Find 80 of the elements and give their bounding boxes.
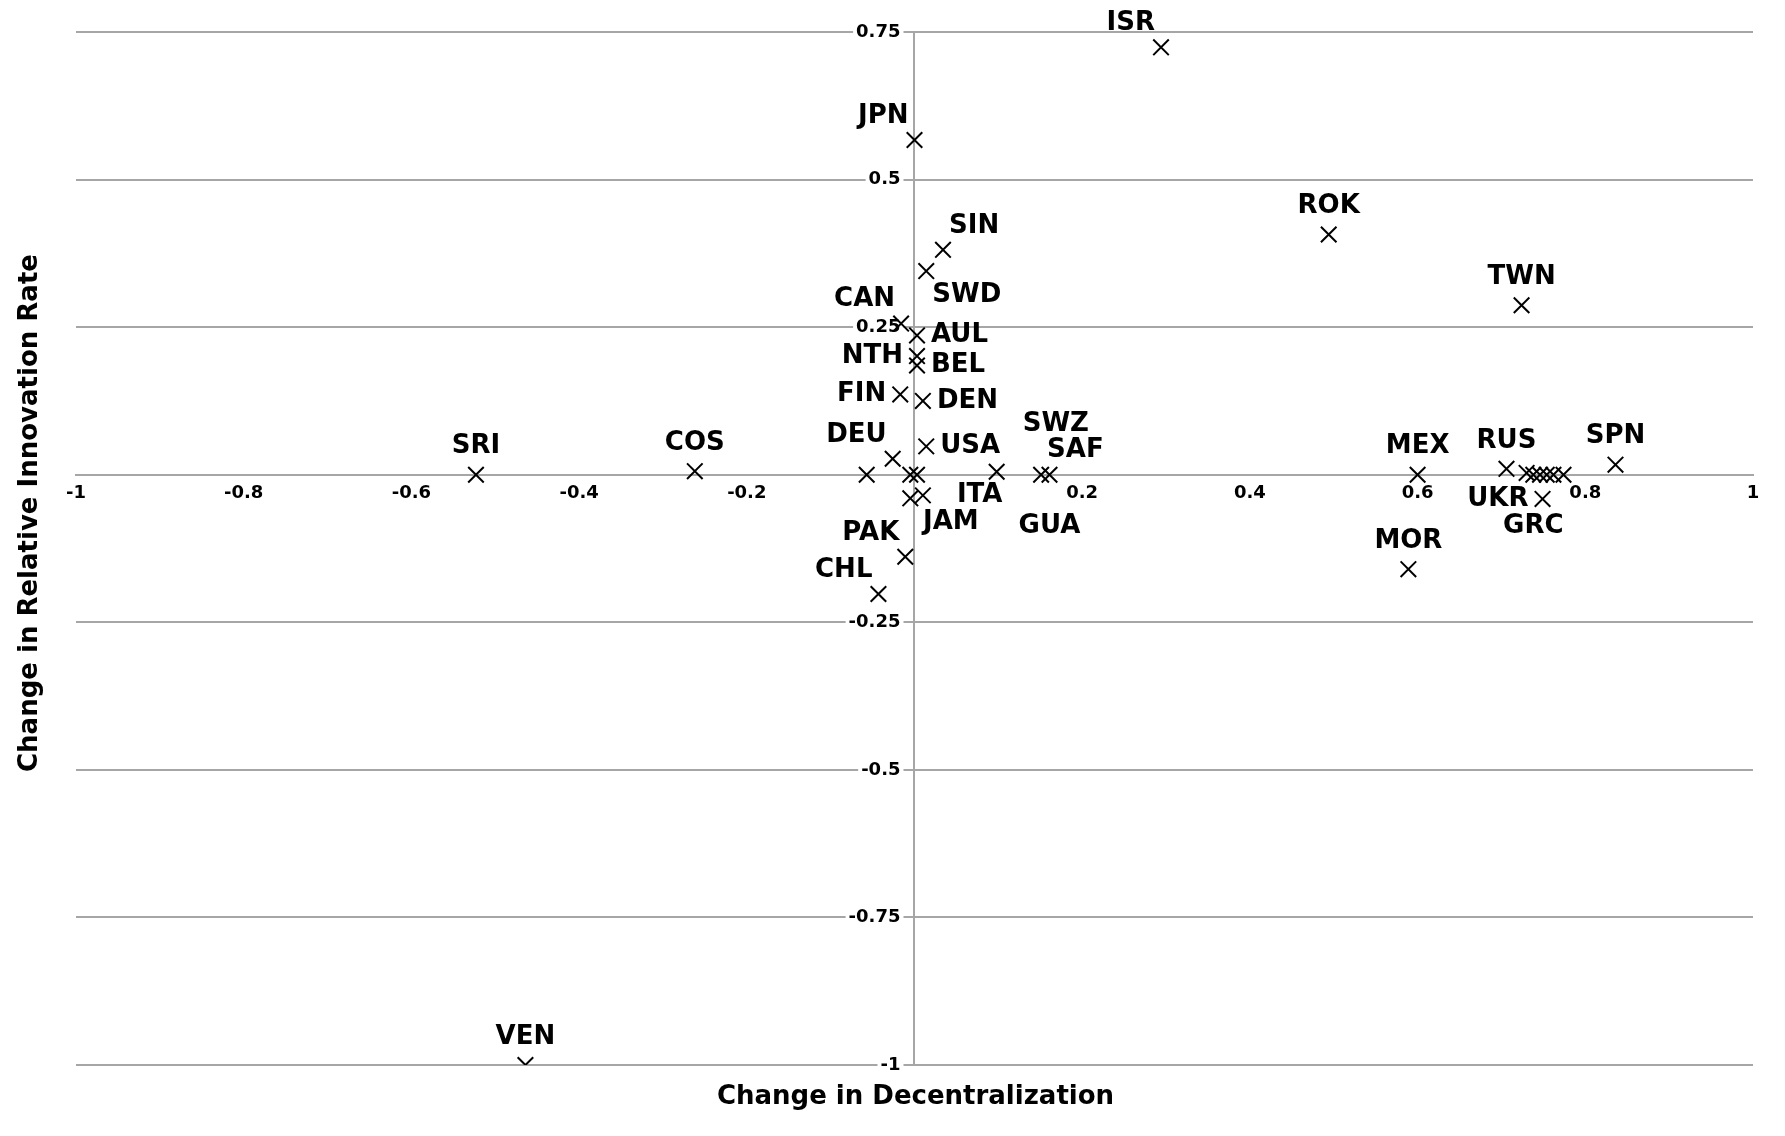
x-tick-label: 1 [1746, 481, 1760, 503]
point [1399, 560, 1418, 578]
y-axis-title: Change in Relative Innovation Rate [13, 254, 44, 772]
y-tick-label: 0.75 [856, 19, 901, 41]
point [908, 326, 926, 345]
point [1531, 465, 1549, 484]
point [905, 131, 924, 149]
point [467, 465, 485, 484]
annotation: ISR [1106, 6, 1156, 37]
point [987, 462, 1006, 481]
point [1032, 465, 1050, 484]
x-tick-label: -1 [66, 481, 86, 503]
point [1544, 465, 1563, 484]
point [686, 462, 704, 480]
annotation: CHL [815, 552, 873, 583]
annotation: TWN [1487, 260, 1556, 291]
point [1408, 465, 1427, 484]
x-axis-title: Change in Decentralization [715, 1080, 1116, 1110]
point [1606, 455, 1625, 474]
point [857, 465, 876, 484]
point [908, 347, 926, 365]
annotation: SRI [451, 429, 501, 460]
annotation: JPN [856, 98, 909, 129]
point [917, 437, 936, 456]
point [917, 262, 936, 280]
annotation: SWD [932, 277, 1002, 308]
annotation: BEL [931, 348, 986, 379]
point [1533, 490, 1552, 508]
point [901, 465, 920, 484]
y-tick-label: -0.5 [861, 757, 901, 779]
point [891, 385, 910, 404]
x-tick-label: -0.2 [727, 481, 767, 503]
x-tick-label: 0.4 [1233, 481, 1266, 503]
point [869, 585, 888, 603]
point [908, 356, 926, 375]
point [1517, 464, 1536, 482]
point [883, 450, 902, 468]
annotation: GRC [1503, 509, 1564, 540]
annotation: CAN [834, 282, 896, 313]
x-tick-label: 0.6 [1401, 481, 1434, 503]
point [901, 489, 920, 508]
x-tick-label: -0.8 [224, 481, 264, 503]
point [1319, 225, 1338, 244]
annotation: PAK [842, 515, 901, 546]
annotation: DEU [826, 417, 887, 448]
point [914, 486, 932, 505]
point [934, 241, 952, 259]
point [1524, 465, 1543, 484]
x-tick-label: 0.2 [1066, 481, 1099, 503]
y-tick-label: 0.5 [868, 167, 901, 189]
annotation: SPN [1585, 419, 1646, 450]
point [908, 465, 926, 484]
x-tick-label: -0.4 [559, 481, 599, 503]
annotation: VEN [495, 1019, 556, 1050]
annotation: UKR [1467, 481, 1529, 512]
point [1040, 465, 1059, 484]
annotation: SIN [949, 208, 1000, 239]
point [1152, 38, 1170, 57]
x-tick-label: -0.6 [391, 481, 432, 503]
point [1554, 465, 1573, 484]
annotation: COS [664, 425, 725, 456]
annotation: ROK [1297, 189, 1361, 220]
point [1512, 296, 1531, 315]
point [1537, 465, 1556, 484]
y-tick-label: -0.75 [848, 905, 901, 927]
annotation: NTH [841, 338, 904, 369]
annotation: MOR [1374, 523, 1443, 554]
annotation: DEN [936, 383, 998, 414]
x-tick-label: 0.8 [1569, 481, 1602, 503]
annotation: MEX [1385, 429, 1450, 460]
point [914, 392, 932, 410]
point [896, 547, 915, 566]
annotation: GUA [1018, 509, 1081, 540]
y-tick-label: -0.25 [848, 609, 901, 631]
annotation: FIN [837, 377, 887, 408]
annotation: USA [940, 429, 1001, 460]
y-tick-label: -1 [880, 1052, 901, 1074]
annotation: AUL [931, 318, 989, 349]
point [1497, 460, 1516, 478]
annotation: RUS [1476, 423, 1537, 454]
